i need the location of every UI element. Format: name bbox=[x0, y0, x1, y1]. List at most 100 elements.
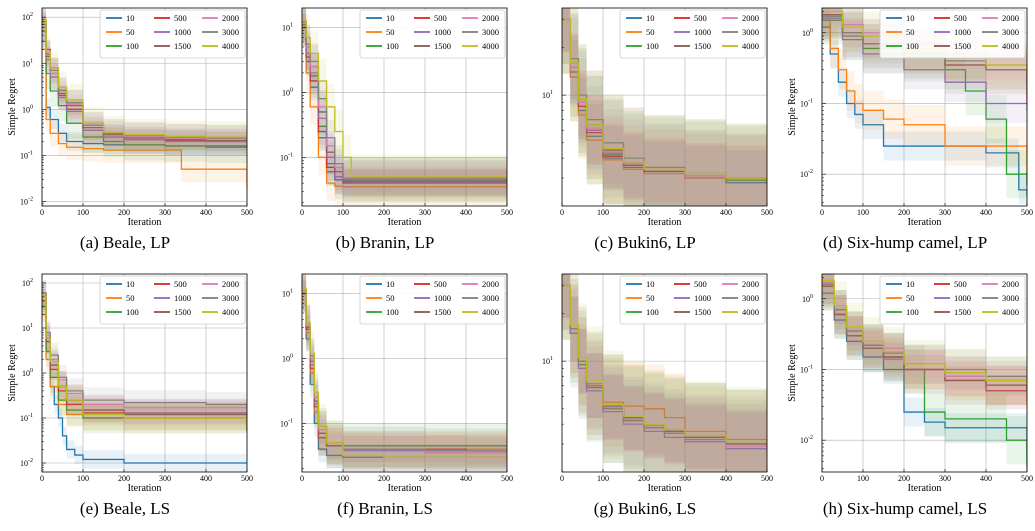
legend-label-500: 500 bbox=[954, 279, 967, 289]
series-band-10 bbox=[42, 31, 247, 157]
plot-frame bbox=[41, 7, 248, 207]
series-band-3000 bbox=[822, 8, 1027, 111]
x-tick-label: 0 bbox=[560, 474, 564, 483]
legend-label-500: 500 bbox=[174, 13, 187, 23]
legend-label-500: 500 bbox=[434, 13, 447, 23]
x-tick-label: 200 bbox=[118, 208, 130, 217]
chart-svg: 0 100 200 300 400 500 10-2 10-1 100 Iteration Simp… bbox=[787, 7, 1033, 228]
series-band-4000 bbox=[42, 8, 247, 153]
series-band-3000 bbox=[302, 274, 507, 469]
series-line-4000 bbox=[42, 295, 247, 419]
plot-frame bbox=[561, 273, 768, 473]
legend: 10 50 100 500 1000 1500 2000 3000 4000 bbox=[359, 275, 506, 325]
series-line-3000 bbox=[42, 292, 247, 407]
chart-caption: (g) Bukin6, LS bbox=[593, 499, 697, 518]
x-tick-label: 0 bbox=[560, 208, 564, 217]
series-group bbox=[562, 8, 767, 206]
x-tick-label: 0 bbox=[820, 208, 824, 217]
series-group bbox=[42, 280, 247, 472]
x-tick-label: 400 bbox=[200, 474, 212, 483]
legend-label-1500: 1500 bbox=[694, 307, 711, 317]
x-tick-label: 300 bbox=[159, 474, 171, 483]
x-tick-label: 500 bbox=[761, 208, 773, 217]
legend: 10 50 100 500 1000 1500 2000 3000 4000 bbox=[619, 275, 766, 325]
chart-caption: (c) Bukin6, LP bbox=[594, 233, 696, 252]
series-band-4000 bbox=[302, 8, 507, 200]
y-tick-label: 10-1 bbox=[280, 418, 293, 428]
series-band-50 bbox=[42, 301, 247, 445]
y-tick-label: 100 bbox=[282, 87, 293, 97]
y-tick-label: 10-1 bbox=[20, 150, 33, 160]
series-band-100 bbox=[42, 15, 247, 164]
x-tick-label: 200 bbox=[118, 474, 130, 483]
series-line-1000 bbox=[822, 17, 1027, 111]
series-band-3000 bbox=[822, 274, 1027, 401]
series-group bbox=[822, 8, 1027, 206]
x-tick-label: 200 bbox=[378, 474, 390, 483]
series-band-1500 bbox=[562, 274, 767, 472]
chart-caption: (a) Beale, LP bbox=[79, 233, 171, 252]
legend-label-50: 50 bbox=[386, 293, 395, 303]
legend-label-4000: 4000 bbox=[742, 41, 759, 51]
legend-label-4000: 4000 bbox=[482, 41, 499, 51]
chart-svg: 0 100 200 300 400 500101Iteration105010050010… bbox=[542, 273, 773, 494]
series-band-100 bbox=[822, 8, 1027, 206]
series-line-4000 bbox=[562, 18, 767, 181]
legend-label-500: 500 bbox=[694, 279, 707, 289]
chart-panel-branin-ls: 0 100 200 300 400 500 10-1 100 101 Iteration 10 50 1… bbox=[260, 266, 513, 531]
chart-svg: 0 100 200 300 400 500101Iteration105010050010… bbox=[542, 7, 773, 228]
x-tick-label: 100 bbox=[597, 474, 609, 483]
legend-label-2000: 2000 bbox=[222, 13, 239, 23]
series-band-2000 bbox=[302, 277, 507, 467]
x-tick-label: 400 bbox=[980, 208, 992, 217]
x-axis-label: Iteration bbox=[388, 217, 422, 228]
series-line-50 bbox=[302, 26, 507, 188]
series-band-50 bbox=[42, 36, 247, 201]
series-group bbox=[302, 274, 507, 472]
legend-label-4000: 4000 bbox=[742, 307, 759, 317]
y-tick-label: 10-1 bbox=[800, 364, 813, 374]
legend-label-4000: 4000 bbox=[1002, 41, 1019, 51]
legend-label-50: 50 bbox=[126, 293, 135, 303]
x-tick-label: 100 bbox=[337, 208, 349, 217]
y-tick-label: 101 bbox=[282, 22, 293, 32]
legend-label-1500: 1500 bbox=[434, 307, 451, 317]
series-band-4000 bbox=[562, 274, 767, 472]
legend-label-500: 500 bbox=[174, 279, 187, 289]
series-band-50 bbox=[822, 274, 1027, 422]
series-line-1500 bbox=[822, 285, 1027, 391]
legend-label-50: 50 bbox=[906, 293, 915, 303]
y-tick-label: 101 bbox=[282, 288, 293, 298]
x-tick-label: 400 bbox=[460, 474, 472, 483]
plot-frame bbox=[821, 273, 1028, 473]
x-tick-label: 0 bbox=[300, 474, 304, 483]
legend-label-2000: 2000 bbox=[742, 279, 759, 289]
legend-label-3000: 3000 bbox=[222, 27, 239, 37]
legend-label-10: 10 bbox=[126, 279, 135, 289]
chart-panel-branin-lp: 0 100 200 300 400 500 10-1 100 101 Iteration 10 50 1… bbox=[260, 0, 513, 265]
x-tick-label: 100 bbox=[857, 474, 869, 483]
series-band-1000 bbox=[562, 274, 767, 472]
chart-svg: 0 100 200 300 400 50010-1100101Iteration10501… bbox=[280, 7, 513, 228]
series-band-2000 bbox=[42, 9, 247, 149]
legend: 10 50 100 500 1000 1500 2000 3000 4000 bbox=[99, 275, 246, 325]
y-tick-label: 101 bbox=[542, 90, 553, 100]
series-band-3000 bbox=[562, 8, 767, 206]
chart-panel-sixhump-ls: 0 100 200 300 400 500 10-2 10-1 100 Iteration Simp… bbox=[780, 266, 1033, 531]
y-tick-label: 10-1 bbox=[280, 152, 293, 162]
series-line-4000 bbox=[822, 280, 1027, 386]
series-band-1500 bbox=[822, 274, 1027, 415]
legend-label-1500: 1500 bbox=[174, 41, 191, 51]
legend-label-2000: 2000 bbox=[742, 13, 759, 23]
x-tick-label: 0 bbox=[40, 474, 44, 483]
x-axis-label: Iteration bbox=[128, 217, 162, 228]
series-band-4000 bbox=[562, 8, 767, 206]
series-band-1500 bbox=[562, 8, 767, 206]
chart-svg: 0 100 200 300 400 500 10-2 10-1 100 Iteration Simp… bbox=[787, 273, 1033, 494]
legend-label-3000: 3000 bbox=[1002, 293, 1019, 303]
x-axis-label: Iteration bbox=[128, 483, 162, 494]
legend-label-50: 50 bbox=[126, 27, 135, 37]
y-tick-label: 10-2 bbox=[800, 169, 813, 179]
y-tick-label: 10-1 bbox=[20, 413, 33, 423]
y-tick-label: 10-1 bbox=[800, 98, 813, 108]
